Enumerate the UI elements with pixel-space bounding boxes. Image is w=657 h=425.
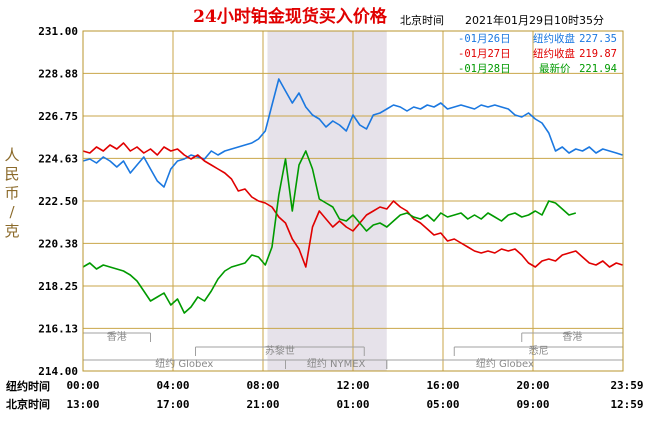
legend-label: 纽约收盘 bbox=[533, 32, 575, 45]
header-timestamp: 2021年01月29日10时35分 bbox=[465, 13, 604, 27]
y-tick-label: 226.75 bbox=[38, 110, 78, 123]
chart-grid bbox=[82, 30, 624, 372]
legend-value: 221.94 bbox=[579, 63, 617, 75]
y-label-char: 币 bbox=[4, 184, 19, 202]
series-line-1 bbox=[82, 78, 623, 188]
bj-tick-label: 21:00 bbox=[246, 398, 279, 411]
y-label-char: 民 bbox=[4, 165, 19, 183]
bj-time-label: 北京时间 bbox=[6, 397, 50, 411]
legend-entry: -01月26日 纽约收盘 227.35 bbox=[458, 32, 617, 45]
market-session: 苏黎世 bbox=[195, 344, 365, 357]
ny-tick-label: 00:00 bbox=[66, 379, 99, 392]
y-label-char: 克 bbox=[4, 222, 19, 240]
y-tick-label: 231.00 bbox=[38, 25, 78, 38]
market-label: 纽约 NYMEX bbox=[307, 357, 366, 370]
market-label: 悉尼 bbox=[529, 345, 549, 357]
bj-tick-label: 09:00 bbox=[516, 398, 549, 411]
legend-date: -01月27日 bbox=[458, 48, 511, 60]
chart-title: 24小时铂金现货买入价格 bbox=[193, 6, 388, 27]
series-line-2 bbox=[82, 142, 623, 268]
ny-tick-label: 16:00 bbox=[426, 379, 459, 392]
header-zone-label: 北京时间 bbox=[400, 13, 444, 27]
legend-label: 纽约收盘 bbox=[533, 47, 575, 60]
ny-tick-label: 08:00 bbox=[246, 379, 279, 392]
market-label: 苏黎世 bbox=[265, 344, 295, 357]
market-session: 香港 bbox=[82, 331, 151, 343]
bj-tick-label: 12:59 bbox=[610, 398, 643, 411]
bj-tick-label: 13:00 bbox=[66, 398, 99, 411]
ny-tick-label: 23:59 bbox=[610, 379, 643, 392]
plot-frame bbox=[82, 30, 624, 372]
y-tick-labels: 214.00 216.13 218.25 220.38 222.50 224.63 226.… bbox=[38, 25, 78, 378]
legend-date: -01月26日 bbox=[458, 33, 511, 45]
market-session: 纽约 Globex bbox=[82, 357, 286, 370]
market-label: 香港 bbox=[107, 331, 127, 343]
bj-tick-label: 05:00 bbox=[426, 398, 459, 411]
y-tick-label: 216.13 bbox=[38, 322, 78, 335]
legend-label: 最新价 bbox=[539, 62, 571, 75]
series-line-3 bbox=[82, 150, 577, 314]
y-tick-label: 214.00 bbox=[38, 365, 78, 378]
market-session: 纽约 Globex bbox=[386, 357, 624, 370]
market-label: 纽约 Globex bbox=[476, 357, 534, 370]
legend-value: 227.35 bbox=[579, 33, 617, 45]
legend: -01月26日 纽约收盘 227.35-01月27日 纽约收盘 219.87-01月28… bbox=[458, 32, 617, 75]
ny-tick-label: 12:00 bbox=[336, 379, 369, 392]
x-tick-labels: 00:00 04:00 08:00 12:00 16:00 20:00 23:59 13:00… bbox=[66, 379, 643, 411]
y-tick-label: 228.88 bbox=[38, 67, 78, 80]
market-label: 纽约 Globex bbox=[155, 357, 213, 370]
ny-tick-label: 04:00 bbox=[156, 379, 189, 392]
market-session: 香港 bbox=[521, 331, 624, 343]
market-label: 香港 bbox=[562, 331, 582, 343]
y-axis-label: 人民币/克 bbox=[4, 146, 19, 240]
y-tick-label: 220.38 bbox=[38, 237, 78, 250]
y-label-char: 人 bbox=[4, 146, 19, 164]
y-label-char: / bbox=[9, 203, 15, 221]
bj-tick-label: 17:00 bbox=[156, 398, 189, 411]
bj-tick-label: 01:00 bbox=[336, 398, 369, 411]
y-tick-label: 222.50 bbox=[38, 195, 78, 208]
series-lines bbox=[82, 78, 623, 314]
ny-tick-label: 20:00 bbox=[516, 379, 549, 392]
y-tick-label: 224.63 bbox=[38, 152, 78, 165]
ny-time-label: 纽约时间 bbox=[6, 379, 50, 393]
legend-entry: -01月27日 纽约收盘 219.87 bbox=[458, 47, 617, 60]
market-session: 悉尼 bbox=[453, 345, 624, 357]
legend-date: -01月28日 bbox=[458, 63, 511, 75]
y-tick-label: 218.25 bbox=[38, 280, 78, 293]
legend-entry: -01月28日 最新价 221.94 bbox=[458, 62, 617, 75]
legend-value: 219.87 bbox=[579, 48, 617, 60]
